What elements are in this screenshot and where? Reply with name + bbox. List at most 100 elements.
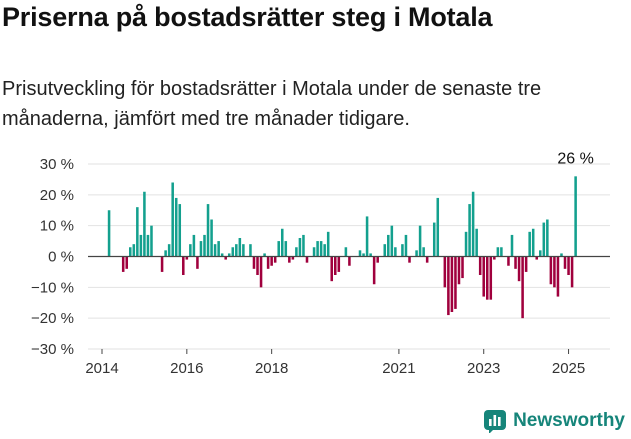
brand-name: Newsworthy xyxy=(513,410,625,431)
bar xyxy=(252,256,256,269)
bar xyxy=(404,234,408,257)
bar xyxy=(199,241,203,257)
bar xyxy=(574,176,577,257)
bar xyxy=(475,228,478,257)
bar xyxy=(136,207,139,257)
bar xyxy=(160,256,164,272)
page-title: Priserna på bostadsrätter steg i Motala xyxy=(2,2,493,32)
y-tick-label: 0 % xyxy=(48,249,74,266)
bar xyxy=(270,256,273,266)
bar xyxy=(489,256,493,300)
bar xyxy=(164,250,167,257)
bar xyxy=(401,244,404,257)
y-tick-label: −20 % xyxy=(31,310,74,327)
bar xyxy=(129,247,132,257)
bar xyxy=(305,256,309,263)
bar xyxy=(535,256,539,260)
y-tick-label: −30 % xyxy=(31,341,74,358)
bar xyxy=(358,250,362,257)
bar xyxy=(443,256,447,288)
bar xyxy=(344,247,348,257)
bars xyxy=(107,176,577,319)
bar xyxy=(249,244,252,257)
bar xyxy=(376,256,379,263)
price-change-chart: 30 %20 %10 %0 %−10 %−20 %−30 % 2014 2016 2… xyxy=(31,150,610,377)
bar xyxy=(302,234,305,257)
x-tick-label: 2016 xyxy=(170,360,203,377)
bar xyxy=(567,256,570,275)
bar xyxy=(422,247,425,257)
brand-logo: Newsworthy xyxy=(483,409,625,433)
bar xyxy=(348,256,351,266)
bar xyxy=(415,250,418,257)
bar xyxy=(524,256,528,272)
bar xyxy=(514,256,517,269)
bar xyxy=(447,256,450,316)
bar xyxy=(259,256,263,288)
bar xyxy=(235,244,238,257)
bar xyxy=(280,228,284,257)
bar xyxy=(468,204,471,257)
x-tick-label: 2023 xyxy=(467,360,500,377)
bar xyxy=(369,253,372,257)
bar xyxy=(496,247,500,257)
bar xyxy=(478,256,482,275)
bar xyxy=(316,241,319,257)
bar xyxy=(139,234,143,257)
latest-value-annotation: 26 % xyxy=(557,150,593,167)
y-axis-tick-labels: 30 % 20 % 10 % 0 % −10 % −20 % −30 % xyxy=(31,156,74,358)
bar xyxy=(553,256,556,288)
bar xyxy=(485,256,489,300)
bar xyxy=(213,244,217,257)
bar xyxy=(560,253,563,257)
bar xyxy=(326,231,330,257)
bar xyxy=(408,256,411,263)
bar xyxy=(256,256,259,275)
bar xyxy=(387,234,390,257)
bar xyxy=(337,256,341,272)
bar xyxy=(334,256,337,275)
bar xyxy=(231,247,235,257)
bar xyxy=(510,234,514,257)
bar xyxy=(362,253,365,257)
bar xyxy=(107,210,111,257)
bar xyxy=(206,204,210,257)
bar xyxy=(217,241,220,257)
bar xyxy=(174,197,178,257)
bar xyxy=(390,225,394,257)
x-tick-label: 2021 xyxy=(382,360,415,377)
bar xyxy=(493,256,496,260)
x-tick-label: 2014 xyxy=(85,360,118,377)
bar xyxy=(203,234,206,257)
bar xyxy=(143,191,146,257)
bar xyxy=(263,253,266,257)
newsworthy-logo-icon xyxy=(484,410,507,433)
x-tick-label: 2025 xyxy=(552,360,585,377)
bar xyxy=(178,204,182,257)
y-tick-label: −10 % xyxy=(31,279,74,296)
bar xyxy=(500,247,503,257)
bar xyxy=(457,256,461,285)
bar xyxy=(365,216,369,257)
bar xyxy=(531,228,535,257)
bar xyxy=(425,256,429,263)
y-tick-label: 20 % xyxy=(40,187,74,204)
bar xyxy=(196,256,199,269)
bar xyxy=(454,256,457,309)
bar xyxy=(549,256,553,285)
bar xyxy=(167,244,171,257)
bar xyxy=(539,250,542,257)
bar xyxy=(383,244,387,257)
bar xyxy=(210,219,213,257)
bar xyxy=(418,225,422,257)
x-tick-label: 2018 xyxy=(255,360,288,377)
bar xyxy=(471,191,475,257)
bar xyxy=(227,253,231,257)
bar xyxy=(189,244,192,257)
bar xyxy=(273,256,277,263)
y-tick-label: 30 % xyxy=(40,156,74,173)
bar xyxy=(556,256,560,297)
bar xyxy=(394,247,397,257)
bar xyxy=(182,256,185,275)
bar xyxy=(528,231,531,257)
